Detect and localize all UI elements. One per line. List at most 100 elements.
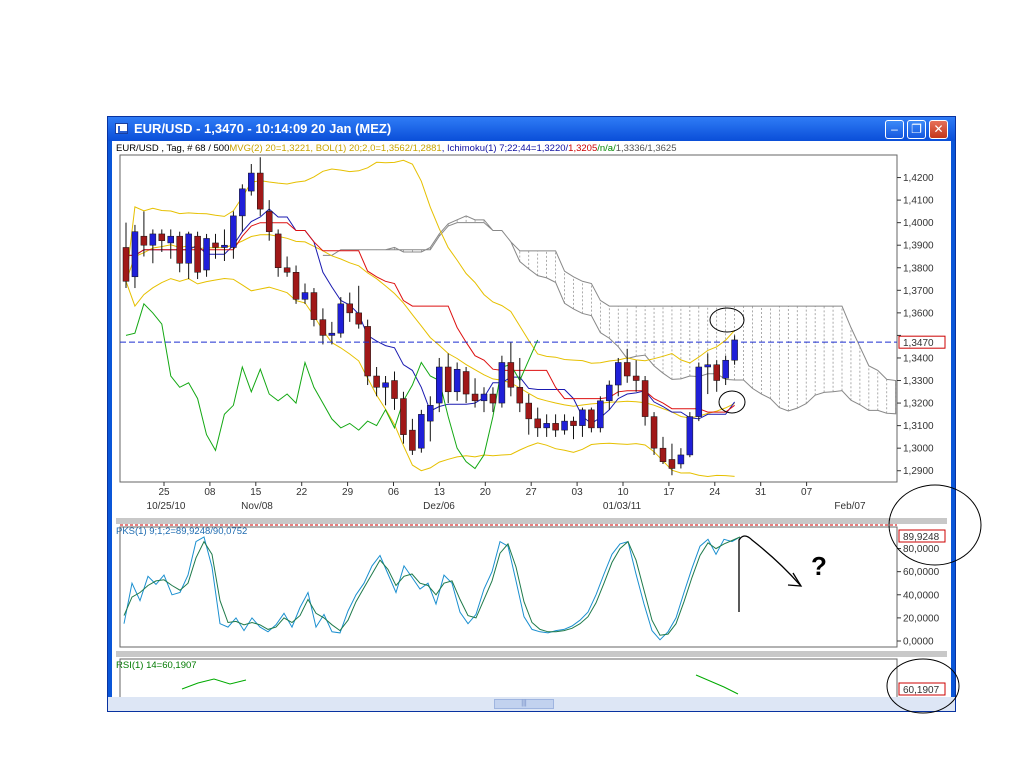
candle-body bbox=[436, 366, 443, 404]
date-tick-label: 24 bbox=[709, 487, 721, 498]
candle-body bbox=[319, 319, 327, 336]
ichimoku-kijun-info: 1,3205 bbox=[568, 143, 598, 154]
date-tick-label: 25 bbox=[158, 487, 170, 498]
period-label: Nov/08 bbox=[241, 501, 273, 512]
pks-tick-label: 0,0000 bbox=[903, 637, 934, 648]
date-tick-label: 17 bbox=[663, 487, 675, 498]
candle-body bbox=[382, 382, 389, 388]
date-tick-label: 03 bbox=[572, 487, 584, 498]
horizontal-scrollbar[interactable]: ||| bbox=[108, 697, 955, 711]
candle-body bbox=[543, 423, 550, 429]
candle-body bbox=[516, 387, 524, 404]
candle-body bbox=[239, 188, 246, 217]
candle-body bbox=[140, 235, 148, 246]
price-tick-label: 1,3000 bbox=[903, 444, 934, 455]
candle-body bbox=[230, 215, 237, 248]
window-title: EUR/USD - 1,3470 - 10:14:09 20 Jan (MEZ) bbox=[134, 121, 392, 136]
price-tick-label: 1,4000 bbox=[903, 218, 934, 229]
candle-body bbox=[346, 303, 353, 314]
date-tick-label: 07 bbox=[801, 487, 813, 498]
chart-canvas[interactable]: 1,3470 1,4200 1,4100 1,4000 1,3900 1,3800 1,37… bbox=[112, 141, 951, 697]
minimize-button[interactable]: – bbox=[885, 120, 904, 139]
restore-button[interactable]: ❐ bbox=[907, 120, 926, 139]
candle-body bbox=[704, 364, 711, 368]
rsi-line bbox=[181, 678, 247, 690]
candle-body bbox=[409, 429, 416, 451]
candle-body bbox=[221, 244, 228, 248]
candle-body bbox=[668, 459, 676, 469]
pks-value-label: 89,9248 bbox=[903, 532, 940, 543]
candle-body bbox=[722, 359, 729, 379]
candle-body bbox=[444, 366, 452, 393]
period-label: Dez/06 bbox=[423, 501, 455, 512]
minimize-icon: – bbox=[891, 122, 898, 136]
pks-tick-label: 80,0000 bbox=[903, 544, 940, 555]
price-tick-label: 1,3200 bbox=[903, 399, 934, 410]
pks-panel-frame bbox=[119, 526, 898, 648]
ichimoku-info: , Ichimoku(1) 7;22;44=1,3220/ bbox=[441, 143, 569, 154]
price-tick-label: 1,4100 bbox=[903, 196, 934, 207]
candle-body bbox=[561, 420, 568, 431]
candle-body bbox=[650, 416, 658, 449]
candle-body bbox=[176, 235, 183, 264]
candle-body bbox=[194, 235, 201, 273]
instrument-info: EUR/USD , Tag, # 68 / 500 bbox=[116, 143, 230, 154]
period-label: 10/25/10 bbox=[147, 501, 186, 512]
rsi-value-label: 60,1907 bbox=[903, 685, 940, 696]
date-tick-label: 08 bbox=[204, 487, 216, 498]
price-tick-label: 1,3400 bbox=[903, 353, 934, 364]
pks-tick-label: 20,0000 bbox=[903, 613, 940, 624]
date-tick-label: 27 bbox=[526, 487, 538, 498]
date-tick-label: 15 bbox=[250, 487, 262, 498]
candle-body bbox=[507, 362, 515, 388]
candle-body bbox=[149, 233, 157, 246]
candle-body bbox=[498, 362, 506, 404]
ichimoku-chikou-info: /n/a/ bbox=[597, 143, 616, 154]
candle-body bbox=[731, 339, 738, 361]
candle-body bbox=[364, 326, 371, 377]
rsi-panel-frame bbox=[119, 658, 898, 697]
pks-tick-label: 40,0000 bbox=[903, 590, 940, 601]
rsi-header: RSI(1) 14=60,1907 bbox=[116, 660, 197, 671]
price-panel-frame bbox=[119, 154, 898, 483]
scrollbar-thumb[interactable]: ||| bbox=[494, 699, 554, 709]
price-tick-label: 1,3600 bbox=[903, 308, 934, 319]
pks-header: PKS(1) 9;1;2=89,9248/90,0752 bbox=[116, 526, 248, 537]
candle-body bbox=[686, 416, 694, 456]
window-titlebar[interactable]: EUR/USD - 1,3470 - 10:14:09 20 Jan (MEZ)… bbox=[108, 117, 955, 141]
candle-body bbox=[301, 292, 309, 300]
candle-body bbox=[355, 312, 362, 325]
candle-body bbox=[373, 375, 380, 388]
candle-body bbox=[525, 402, 532, 420]
price-tick-label: 1,3700 bbox=[903, 286, 934, 297]
ichimoku-cloud-info: 1,3336/1,3625 bbox=[615, 143, 677, 154]
pks-main-line bbox=[123, 536, 741, 641]
bollinger-upper-line bbox=[125, 159, 735, 364]
candle-body bbox=[248, 172, 255, 192]
close-icon: ✕ bbox=[933, 122, 944, 136]
candle-body bbox=[310, 292, 318, 320]
candle-body bbox=[695, 366, 703, 417]
ichimoku-kijun-line bbox=[126, 222, 735, 413]
candle-body bbox=[257, 172, 264, 210]
candle-body bbox=[534, 418, 541, 429]
candle-body bbox=[283, 267, 291, 273]
panel-splitter bbox=[116, 518, 947, 524]
candle-body bbox=[328, 332, 336, 336]
restore-icon: ❐ bbox=[911, 122, 922, 136]
candle-body bbox=[212, 242, 219, 248]
candle-body bbox=[167, 235, 174, 244]
candle-body bbox=[185, 233, 192, 264]
candle-body bbox=[274, 233, 282, 269]
candle-body bbox=[471, 393, 479, 402]
candle-body bbox=[713, 364, 720, 381]
candle-body bbox=[632, 375, 640, 381]
candle-body bbox=[597, 400, 604, 429]
last-price-box bbox=[898, 335, 946, 349]
candle-body bbox=[453, 368, 461, 393]
candle-body bbox=[615, 362, 622, 386]
candle-body bbox=[623, 362, 631, 377]
date-tick-label: 13 bbox=[434, 487, 446, 498]
chart-client-area[interactable]: EUR/USD , Tag, # 68 / 500MVG(2) 20=1,322… bbox=[112, 141, 951, 697]
close-button[interactable]: ✕ bbox=[929, 120, 948, 139]
